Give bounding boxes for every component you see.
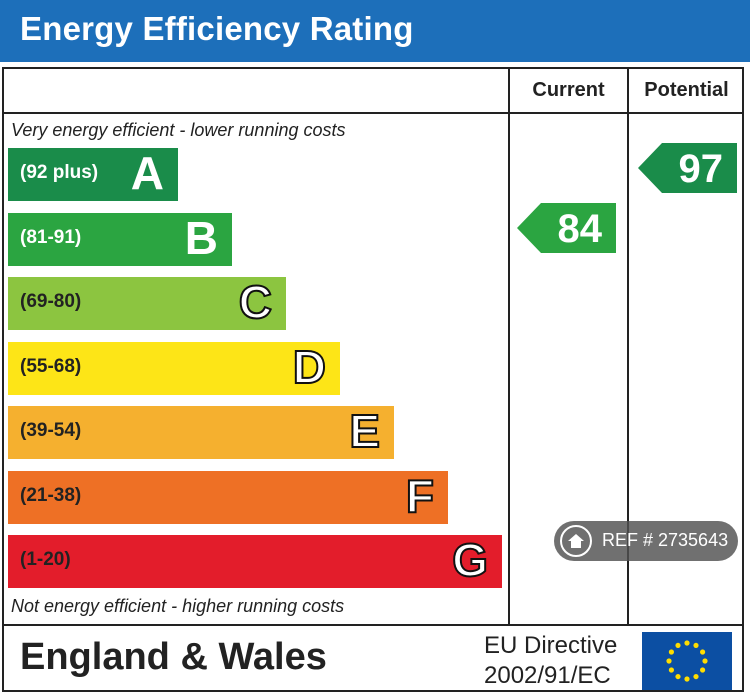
- flag-star: [684, 640, 690, 646]
- divider-current: [508, 67, 510, 625]
- flag-star: [668, 667, 675, 673]
- band-letter: B: [184, 211, 218, 264]
- divider-potential: [627, 67, 629, 625]
- flag-star: [684, 676, 690, 682]
- band-f: (21-38) F: [8, 469, 448, 524]
- note-top: Very energy efficient - lower running co…: [11, 120, 346, 140]
- band-letter: D: [292, 340, 327, 394]
- column-header-potential: Potential: [644, 79, 729, 101]
- flag-star: [693, 642, 699, 649]
- flag-star: [699, 667, 706, 673]
- chart-title: Energy Efficiency Rating: [20, 10, 414, 47]
- band-b: (81-91) B: [8, 211, 232, 266]
- divider-footer: [2, 624, 744, 626]
- flag-star: [668, 649, 675, 655]
- band-range-label: (1-20): [20, 549, 71, 570]
- band-letter: C: [238, 275, 273, 329]
- footer-region: England & Wales: [20, 636, 327, 678]
- rating-potential: 97: [638, 143, 737, 193]
- note-bottom: Not energy efficient - higher running co…: [11, 596, 345, 616]
- band-range-label: (39-54): [20, 420, 82, 441]
- flag-star: [693, 673, 699, 680]
- band-range-label: (21-38): [20, 484, 82, 506]
- band-letter: F: [405, 469, 435, 523]
- band-a: (92 plus) A: [8, 147, 178, 201]
- band-g: (1-20) G: [8, 533, 502, 588]
- band-range-label: (69-80): [20, 291, 82, 312]
- ref-watermark: REF # 2735643: [554, 521, 738, 561]
- column-header-current: Current: [532, 79, 605, 101]
- flag-star: [702, 658, 708, 664]
- directive-line1: EU Directive: [484, 632, 618, 659]
- band-range-label: (55-68): [20, 355, 82, 377]
- chart-header: Energy Efficiency Rating: [0, 0, 750, 62]
- band-range-label: (81-91): [20, 226, 82, 248]
- divider-header-row: [2, 112, 744, 114]
- flag-star: [675, 642, 681, 649]
- band-e: (39-54) E: [8, 404, 394, 459]
- rating-arrow-shape: [638, 143, 737, 193]
- rating-current: 84: [517, 202, 616, 253]
- band-letter: A: [130, 147, 164, 199]
- band-range-label: (92 plus): [20, 162, 99, 183]
- rating-value: 84: [557, 206, 603, 251]
- flag-star: [675, 673, 681, 680]
- eu-flag-icon: [642, 632, 732, 690]
- ref-text: REF # 2735643: [602, 530, 729, 550]
- band-letter: E: [348, 404, 381, 458]
- band-letter: G: [451, 533, 489, 587]
- band-d: (55-68) D: [8, 340, 340, 395]
- chart-frame: [2, 67, 744, 692]
- flag-star: [699, 649, 706, 655]
- band-c: (69-80) C: [8, 275, 286, 330]
- flag-star: [666, 658, 672, 664]
- home-icon: [560, 525, 592, 557]
- rating-arrow-shape: [517, 202, 616, 253]
- rating-value: 97: [678, 147, 724, 191]
- directive-line2: 2002/91/EC: [484, 662, 611, 689]
